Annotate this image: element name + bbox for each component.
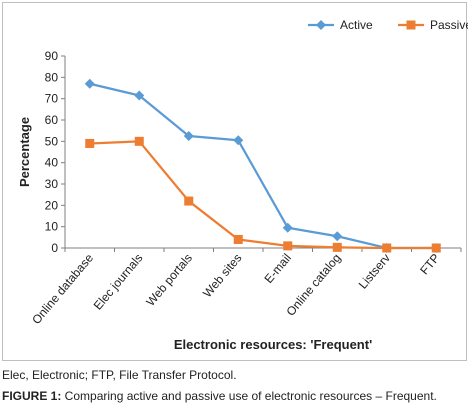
active-data-point: [332, 231, 343, 242]
figure-caption: FIGURE 1: Comparing active and passive u…: [2, 389, 437, 403]
figure-caption-text: Comparing active and passive use of elec…: [61, 389, 437, 403]
passive-data-point: [184, 196, 194, 206]
x-tick-label: E-mail: [261, 251, 294, 286]
x-tick-label: FTP: [417, 251, 442, 277]
y-tick-label: 20: [45, 198, 59, 212]
active-data-point: [84, 78, 95, 89]
y-tick-label: 10: [45, 220, 59, 234]
active-legend-label: Active: [340, 18, 373, 32]
passive-data-point: [233, 234, 243, 244]
x-tick-label: Web sites: [200, 251, 244, 300]
passive-data-point: [382, 243, 392, 253]
x-tick-label: Elec journals: [91, 251, 146, 313]
x-tick-label: Web portals: [143, 251, 195, 309]
y-tick-label: 70: [45, 92, 59, 106]
y-tick-label: 50: [45, 134, 59, 148]
y-axis-title: Percentage: [17, 117, 32, 187]
passive-data-point: [134, 136, 144, 146]
y-tick-label: 80: [45, 70, 59, 84]
active-data-point: [233, 135, 244, 146]
y-tick-label: 40: [45, 156, 59, 170]
x-tick-label: Listserv: [356, 251, 393, 292]
passive-data-point: [431, 243, 441, 253]
y-tick-label: 0: [51, 241, 58, 255]
active-data-point: [282, 222, 293, 233]
active-data-point: [134, 90, 145, 101]
figure-label: FIGURE 1:: [2, 389, 62, 403]
chart-frame: 0 10 20 30 40 50 60 70 80 90 Online database Elec j…: [2, 2, 468, 361]
active-data-point: [183, 131, 194, 141]
x-axis-title: Electronic resources: 'Frequent': [174, 337, 372, 352]
abbreviations-note: Elec, Electronic; FTP, File Transfer Pro…: [2, 368, 237, 382]
y-tick-label: 60: [45, 113, 59, 127]
passive-series-line: [89, 140, 437, 250]
passive-data-point: [85, 138, 95, 148]
passive-data-point: [283, 241, 293, 251]
y-tick-label: 30: [45, 177, 59, 191]
passive-legend-marker: [406, 20, 416, 30]
active-legend-marker: [316, 20, 326, 30]
y-tick-label: 90: [45, 49, 59, 63]
passive-legend-label: Passive: [430, 18, 468, 32]
active-series-line: [89, 82, 437, 250]
passive-data-point: [332, 242, 342, 252]
x-tick-label: Online database: [29, 251, 96, 327]
